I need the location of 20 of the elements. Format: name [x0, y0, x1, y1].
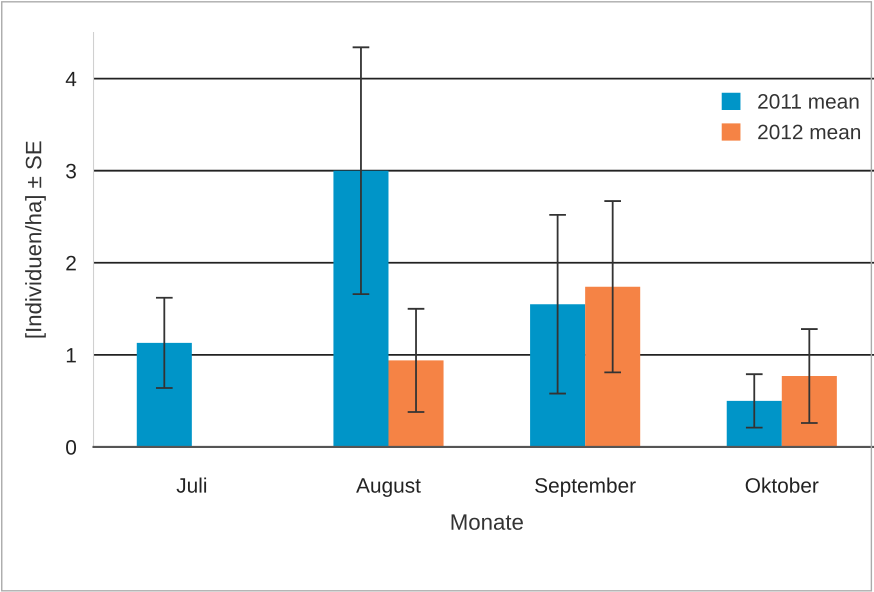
bar: [530, 304, 586, 447]
bar: [782, 376, 837, 447]
bar: [136, 342, 192, 447]
y-tick-label: 0: [66, 440, 76, 455]
y-tick-label: 3: [66, 164, 76, 178]
x-tick-label: Juli: [176, 478, 206, 493]
x-axis-title: Monate: [452, 514, 523, 530]
y-tick-label: 1: [66, 348, 76, 362]
x-tick-label: Oktober: [746, 478, 819, 493]
legend-label: 2011 mean: [758, 94, 858, 109]
y-tick-label: 4: [66, 72, 76, 86]
bar: [585, 286, 640, 447]
y-axis-title: [Individuen/ha] ± SE: [25, 141, 46, 338]
bar: [333, 170, 388, 447]
bar: [388, 360, 444, 447]
bar: [726, 400, 782, 447]
x-tick-label: August: [356, 478, 421, 497]
y-tick-label: 2: [66, 256, 76, 270]
legend-label: 2012 mean: [758, 124, 860, 140]
x-tick-label: September: [535, 478, 636, 497]
